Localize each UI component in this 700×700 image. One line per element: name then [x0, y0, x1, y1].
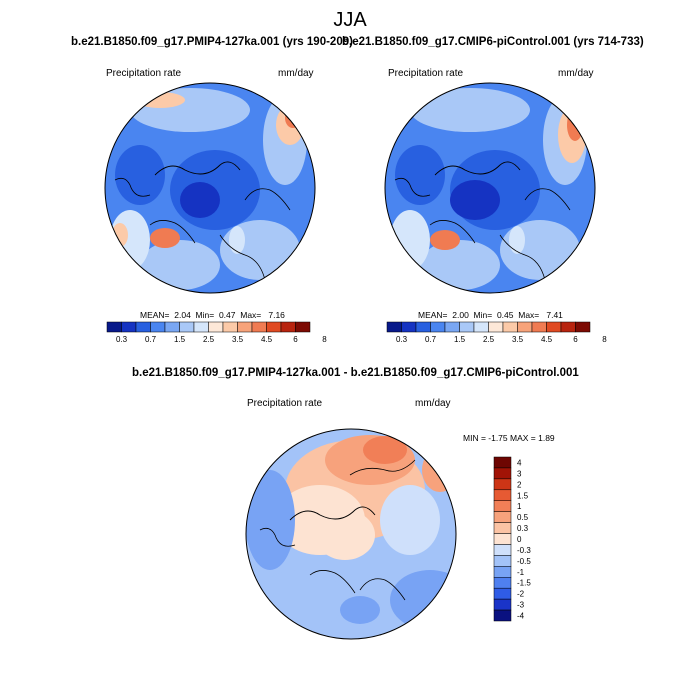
difference-colorbar-tick-label: -2: [517, 590, 525, 599]
panel1-colorbar-swatch: [121, 321, 137, 333]
panel1-colorbar-swatch: [106, 321, 122, 333]
difference-colorbar-swatch: [493, 566, 512, 578]
panel2-colorbar-swatch: [459, 321, 475, 333]
panel2-colorbar-swatch: [473, 321, 489, 333]
difference-colorbar-swatch: [493, 456, 512, 469]
panel2-colorbar-swatch: [430, 321, 446, 333]
panel2-colorbar: 0.3 0.7 1.5 2.5 3.5 4.5 6 8: [386, 321, 607, 344]
difference-colorbar-swatch: [493, 489, 512, 501]
difference-colorbar-swatch: [493, 511, 512, 523]
panel1-map: [104, 82, 316, 294]
panel2-colorbar-tick-label: 3.5: [512, 335, 524, 344]
difference-colorbar-swatch: [493, 555, 512, 567]
panel1-colorbar-tick-label: 3.5: [232, 335, 244, 344]
panel2-colorbar-swatch: [575, 321, 591, 333]
panel1-colorbar-swatch: [208, 321, 224, 333]
panel2-colorbar-swatch: [502, 321, 518, 333]
difference-variable-label: Precipitation rate: [247, 398, 323, 409]
difference-colorbar-tick-label: 2: [517, 480, 522, 489]
panel1-colorbar-tick-label: 4.5: [261, 335, 273, 344]
difference-colorbar-tick-label: -0.5: [517, 557, 531, 566]
panel1-colorbar: 0.3 0.7 1.5 2.5 3.5 4.5 6 8: [106, 321, 327, 344]
panel1-title: b.e21.B1850.f09_g17.PMIP4-127ka.001 (yrs…: [71, 36, 353, 48]
difference-colorbar-swatch: [493, 522, 512, 534]
panel1-colorbar-swatch: [193, 321, 209, 333]
panel2-colorbar-swatch: [401, 321, 417, 333]
panel2-colorbar-tick-label: 0.3: [396, 335, 408, 344]
difference-minmax: MIN = -1.75 MAX = 1.89: [463, 433, 555, 443]
panel2-colorbar-swatch: [560, 321, 576, 333]
panel1-colorbar-swatch: [135, 321, 151, 333]
difference-units-label: mm/day: [415, 398, 451, 409]
difference-colorbar-tick-label: 3: [517, 469, 522, 478]
difference-title: b.e21.B1850.f09_g17.PMIP4-127ka.001 - b.…: [132, 367, 579, 379]
panel2-colorbar-swatch: [531, 321, 547, 333]
panel1-units-label: mm/day: [278, 68, 314, 79]
difference-colorbar-swatch: [493, 544, 512, 556]
difference-colorbar-tick-label: 4: [517, 458, 522, 467]
panel1-variable-label: Precipitation rate: [106, 68, 182, 79]
panel2-units-label: mm/day: [558, 68, 594, 79]
difference-colorbar-tick-label: -1: [517, 568, 525, 577]
panel1-colorbar-tick-label: 0.7: [145, 335, 157, 344]
panel2-stats: MEAN= 2.00 Min= 0.45 Max= 7.41: [418, 310, 563, 320]
difference-colorbar-tick-label: 0: [517, 535, 522, 544]
difference-colorbar-tick-label: 0.3: [517, 524, 529, 533]
panel2-colorbar-swatch: [546, 321, 562, 333]
panel2-colorbar-swatch: [386, 321, 402, 333]
difference-map: [245, 428, 457, 640]
panel1-colorbar-tick-label: 0.3: [116, 335, 128, 344]
panel1-colorbar-swatch: [179, 321, 195, 333]
panel2-colorbar-swatch: [444, 321, 460, 333]
difference-colorbar-tick-label: 1.5: [517, 491, 529, 500]
difference-colorbar-tick-label: -0.3: [517, 546, 531, 555]
difference-colorbar: 4 3 2 1.5 1 0.5 0.3 0 -0.3 -0.5 -1 -1.5 -2 -3 -4: [493, 456, 531, 622]
season-title: JJA: [333, 9, 367, 31]
panel1-colorbar-swatch: [164, 321, 180, 333]
panel2-colorbar-tick-label: 1.5: [454, 335, 466, 344]
panel2-variable-label: Precipitation rate: [388, 68, 464, 79]
panel1-colorbar-tick-label: 8: [322, 335, 327, 344]
panel2-colorbar-swatch: [488, 321, 504, 333]
panel1-colorbar-swatch: [280, 321, 296, 333]
difference-colorbar-tick-label: -3: [517, 601, 525, 610]
panel2-map: [384, 82, 596, 294]
difference-colorbar-swatch: [493, 609, 512, 622]
panel2-colorbar-tick-label: 8: [602, 335, 607, 344]
panel2-colorbar-tick-label: 6: [573, 335, 578, 344]
difference-colorbar-swatch: [493, 598, 512, 611]
panel2-title: b.e21.B1850.f09_g17.CMIP6-piControl.001 …: [342, 36, 644, 48]
panel1-colorbar-tick-label: 2.5: [203, 335, 215, 344]
panel2-colorbar-swatch: [415, 321, 431, 333]
panel2-colorbar-tick-label: 2.5: [483, 335, 495, 344]
difference-colorbar-swatch: [493, 467, 512, 480]
panel1-colorbar-tick-label: 1.5: [174, 335, 186, 344]
panel2-colorbar-tick-label: 4.5: [541, 335, 553, 344]
panel1-colorbar-swatch: [222, 321, 238, 333]
difference-colorbar-tick-label: 1: [517, 502, 522, 511]
difference-colorbar-swatch: [493, 478, 512, 491]
panel1-colorbar-swatch: [251, 321, 267, 333]
difference-colorbar-swatch: [493, 500, 512, 512]
difference-colorbar-swatch: [493, 587, 512, 600]
panel1-colorbar-tick-label: 6: [293, 335, 298, 344]
difference-colorbar-swatch: [493, 533, 512, 545]
difference-colorbar-tick-label: -1.5: [517, 579, 531, 588]
panel1-colorbar-swatch: [266, 321, 282, 333]
difference-colorbar-tick-label: 0.5: [517, 513, 529, 522]
panel1-colorbar-swatch: [295, 321, 311, 333]
panel2-colorbar-swatch: [517, 321, 533, 333]
difference-colorbar-swatch: [493, 577, 512, 589]
difference-colorbar-tick-label: -4: [517, 612, 525, 621]
panel1-colorbar-swatch: [237, 321, 253, 333]
panel1-stats: MEAN= 2.04 Min= 0.47 Max= 7.16: [140, 310, 285, 320]
panel2-colorbar-tick-label: 0.7: [425, 335, 437, 344]
panel1-colorbar-swatch: [150, 321, 166, 333]
